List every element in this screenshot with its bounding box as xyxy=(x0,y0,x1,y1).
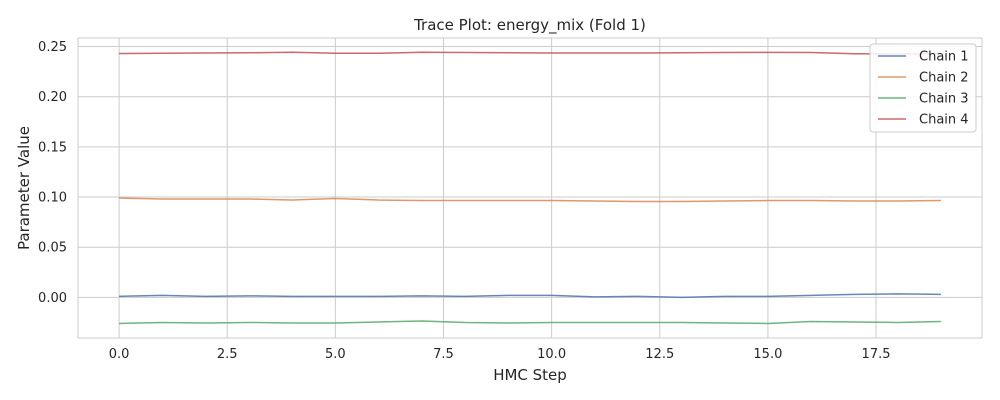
y-tick-labels: 0.00 0.05 0.10 0.15 0.20 0.25 xyxy=(38,40,67,306)
x-axis-label: HMC Step xyxy=(493,366,567,384)
x-tick-label: 5.0 xyxy=(325,347,346,362)
y-tick-label: 0.05 xyxy=(38,241,67,256)
y-tick-label: 0.15 xyxy=(38,140,67,155)
x-tick-labels: 0.0 2.5 5.0 7.5 10.0 12.5 15.0 17.5 xyxy=(109,347,891,362)
y-tick-label: 0.00 xyxy=(38,291,67,306)
x-tick-label: 10.0 xyxy=(537,347,566,362)
legend-label-chain-2: Chain 2 xyxy=(919,71,969,86)
legend: Chain 1 Chain 2 Chain 3 Chain 4 xyxy=(869,43,977,133)
y-tick-label: 0.10 xyxy=(38,191,67,206)
x-tick-label: 12.5 xyxy=(645,347,674,362)
legend-label-chain-1: Chain 1 xyxy=(919,50,969,65)
x-tick-label: 2.5 xyxy=(217,347,238,362)
y-axis-label: Parameter Value xyxy=(15,126,33,250)
series-line-chain-2 xyxy=(119,197,941,203)
x-tick-label: 7.5 xyxy=(433,347,454,362)
x-tick-label: 17.5 xyxy=(862,347,891,362)
x-tick-label: 15.0 xyxy=(753,347,782,362)
legend-label-chain-3: Chain 3 xyxy=(919,92,969,107)
series-line-chain-4 xyxy=(119,51,941,55)
chart-title: Trace Plot: energy_mix (Fold 1) xyxy=(413,16,646,35)
y-tick-label: 0.20 xyxy=(38,90,67,105)
series-line-chain-1 xyxy=(119,293,941,299)
x-tick-label: 0.0 xyxy=(109,347,130,362)
y-tick-label: 0.25 xyxy=(38,40,67,55)
grid xyxy=(78,38,982,338)
legend-box xyxy=(869,43,977,133)
series-lines xyxy=(119,51,941,325)
plot-frame xyxy=(77,37,983,339)
legend-label-chain-4: Chain 4 xyxy=(919,113,969,128)
series-line-chain-3 xyxy=(119,320,941,325)
